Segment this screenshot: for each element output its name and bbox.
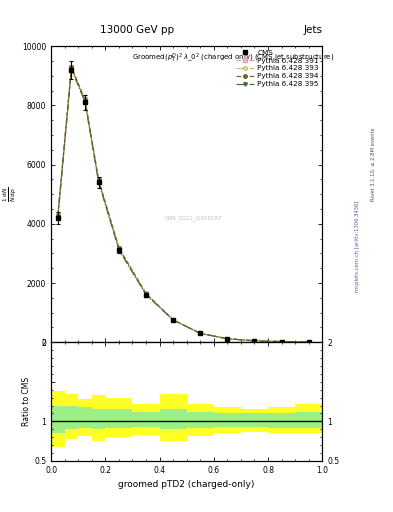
- Text: 13000 GeV pp: 13000 GeV pp: [101, 25, 174, 35]
- Pythia 6.428 391: [96, 176, 101, 182]
- Pythia 6.428 393: [225, 336, 230, 342]
- Pythia 6.428 395: [83, 99, 87, 105]
- Pythia 6.428 394: [144, 291, 149, 297]
- Pythia 6.428 391: [69, 63, 74, 70]
- Pythia 6.428 394: [198, 330, 203, 336]
- Line: Pythia 6.428 391: Pythia 6.428 391: [56, 65, 310, 344]
- Pythia 6.428 391: [83, 96, 87, 102]
- Text: Rivet 3.1.10, ≥ 2.8M events: Rivet 3.1.10, ≥ 2.8M events: [371, 127, 376, 201]
- Pythia 6.428 393: [171, 317, 175, 323]
- Text: Jets: Jets: [303, 25, 322, 35]
- Pythia 6.428 395: [144, 291, 149, 297]
- Pythia 6.428 393: [83, 98, 87, 104]
- Pythia 6.428 393: [69, 65, 74, 71]
- Pythia 6.428 391: [144, 290, 149, 296]
- Pythia 6.428 393: [116, 246, 121, 252]
- Pythia 6.428 393: [198, 330, 203, 336]
- Line: Pythia 6.428 393: Pythia 6.428 393: [56, 67, 310, 344]
- Pythia 6.428 393: [306, 339, 311, 345]
- Pythia 6.428 393: [279, 338, 284, 345]
- Pythia 6.428 394: [96, 177, 101, 183]
- Pythia 6.428 393: [55, 214, 60, 220]
- Pythia 6.428 391: [198, 330, 203, 336]
- Pythia 6.428 391: [279, 338, 284, 345]
- Pythia 6.428 391: [225, 336, 230, 342]
- Pythia 6.428 395: [252, 338, 257, 344]
- Text: CMS_2021_I1920187: CMS_2021_I1920187: [165, 215, 222, 221]
- Pythia 6.428 395: [116, 247, 121, 253]
- Line: Pythia 6.428 395: Pythia 6.428 395: [56, 67, 310, 344]
- Pythia 6.428 394: [279, 338, 284, 345]
- Pythia 6.428 393: [96, 178, 101, 184]
- Pythia 6.428 393: [144, 291, 149, 297]
- Pythia 6.428 394: [306, 339, 311, 345]
- Pythia 6.428 395: [55, 214, 60, 220]
- Line: Pythia 6.428 394: Pythia 6.428 394: [56, 66, 310, 344]
- Pythia 6.428 395: [96, 179, 101, 185]
- Pythia 6.428 394: [116, 245, 121, 251]
- Pythia 6.428 395: [171, 317, 175, 323]
- Y-axis label: Ratio to CMS: Ratio to CMS: [22, 377, 31, 426]
- Pythia 6.428 395: [279, 338, 284, 345]
- Pythia 6.428 391: [116, 244, 121, 250]
- Pythia 6.428 391: [306, 339, 311, 345]
- Pythia 6.428 395: [225, 336, 230, 342]
- Pythia 6.428 391: [171, 317, 175, 323]
- Pythia 6.428 394: [55, 212, 60, 219]
- Legend: CMS, Pythia 6.428 391, Pythia 6.428 393, Pythia 6.428 394, Pythia 6.428 395: CMS, Pythia 6.428 391, Pythia 6.428 393,…: [235, 48, 320, 89]
- Text: mcplots.cern.ch [arXiv:1306.3436]: mcplots.cern.ch [arXiv:1306.3436]: [355, 200, 360, 291]
- Pythia 6.428 395: [69, 66, 74, 72]
- Pythia 6.428 394: [171, 317, 175, 323]
- Pythia 6.428 393: [252, 338, 257, 344]
- X-axis label: groomed pTD2 (charged-only): groomed pTD2 (charged-only): [118, 480, 255, 489]
- Pythia 6.428 394: [69, 65, 74, 71]
- Y-axis label: $\frac{1}{N}\frac{\mathrm{d}N}{\mathrm{d}p}$: $\frac{1}{N}\frac{\mathrm{d}N}{\mathrm{d…: [2, 186, 19, 202]
- Pythia 6.428 391: [55, 212, 60, 218]
- Pythia 6.428 395: [306, 339, 311, 345]
- Pythia 6.428 391: [252, 338, 257, 344]
- Text: Groomed$(p_T^D)^2\,\lambda\_0^2$ (charged only) (CMS jet substructure): Groomed$(p_T^D)^2\,\lambda\_0^2$ (charge…: [132, 52, 335, 66]
- Pythia 6.428 395: [198, 330, 203, 336]
- Pythia 6.428 394: [252, 338, 257, 344]
- Pythia 6.428 394: [83, 97, 87, 103]
- Pythia 6.428 394: [225, 336, 230, 342]
